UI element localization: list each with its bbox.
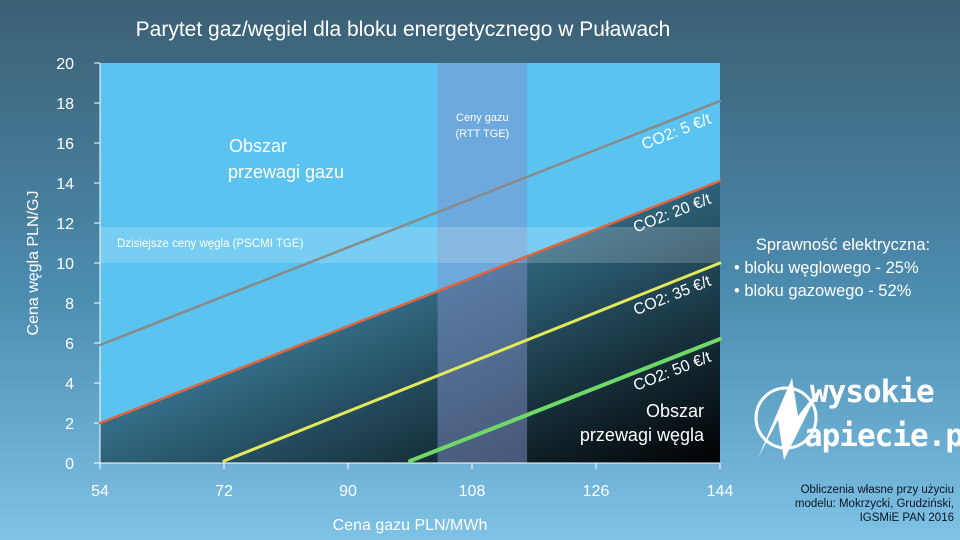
y-tick-label: 18 (56, 96, 74, 113)
coal-band-label: Dzisiejsze ceny węgla (PSCMI TGE) (117, 238, 304, 250)
source-note-line: Obliczenia własne przy użyciu (800, 484, 954, 496)
gas-band-label: (RTT TGE) (455, 128, 509, 140)
plot-area (100, 63, 720, 463)
x-tick-label: 108 (459, 483, 486, 500)
series-line (98, 99, 722, 347)
gas-band-label: Ceny gazu (456, 112, 509, 124)
y-axis-label: Cena węgla PLN/GJ (25, 191, 42, 336)
logo-text-bottom: apiecie.pl (804, 418, 960, 454)
y-tick-label: 14 (56, 176, 74, 193)
y-tick-label: 20 (56, 56, 74, 73)
coal-region-label: Obszar (646, 401, 704, 421)
source-note-line: IGSMiE PAN 2016 (859, 512, 954, 524)
chart-title: Parytet gaz/węgiel dla bloku energetyczn… (135, 18, 671, 41)
lightning-n-icon (754, 378, 820, 460)
source-note: Obliczenia własne przy użyciu modelu: Mo… (744, 483, 954, 525)
series-line (408, 337, 722, 463)
y-tick-label: 12 (56, 216, 74, 233)
efficiency-heading: Sprawność elektryczna: (755, 236, 931, 254)
x-tick-label: 90 (339, 483, 357, 500)
coal-region-label: przewagi węgla (580, 425, 705, 445)
coal-price-band (100, 227, 720, 263)
series-line (98, 179, 722, 425)
x-tick-label: 144 (707, 483, 734, 500)
efficiency-box: Sprawność elektryczna: • bloku węglowego… (732, 234, 954, 303)
logo: wysokie apiecie.pl (748, 368, 960, 468)
efficiency-gas: • bloku gazowego - 52% (734, 282, 912, 300)
series-line (222, 261, 722, 463)
efficiency-coal: • bloku węglowego - 25% (734, 259, 919, 277)
source-note-line: modelu: Mokrzycki, Grudziński, (794, 498, 954, 510)
axes: 0 2 4 6 8 10 12 14 16 18 20 54 72 90 108 126 144 Cena gaz… (25, 56, 733, 534)
y-tick-label: 4 (65, 376, 74, 393)
y-tick-label: 6 (65, 336, 74, 353)
series-lines (98, 99, 722, 463)
x-tick-label: 126 (583, 483, 610, 500)
gas-region-label: przewagi gazu (228, 162, 344, 182)
y-tick-label: 10 (56, 256, 74, 273)
y-tick-label: 16 (56, 136, 74, 153)
y-tick-label: 8 (65, 296, 74, 313)
x-tick-label: 72 (215, 483, 233, 500)
x-axis-label: Cena gazu PLN/MWh (333, 517, 488, 534)
logo-text-top: wysokie (810, 374, 935, 410)
y-tick-label: 2 (65, 416, 74, 433)
x-tick-label: 54 (91, 483, 109, 500)
gas-region-label: Obszar (229, 136, 287, 156)
y-tick-label: 0 (65, 456, 74, 473)
coal-advantage-shading (100, 181, 720, 463)
